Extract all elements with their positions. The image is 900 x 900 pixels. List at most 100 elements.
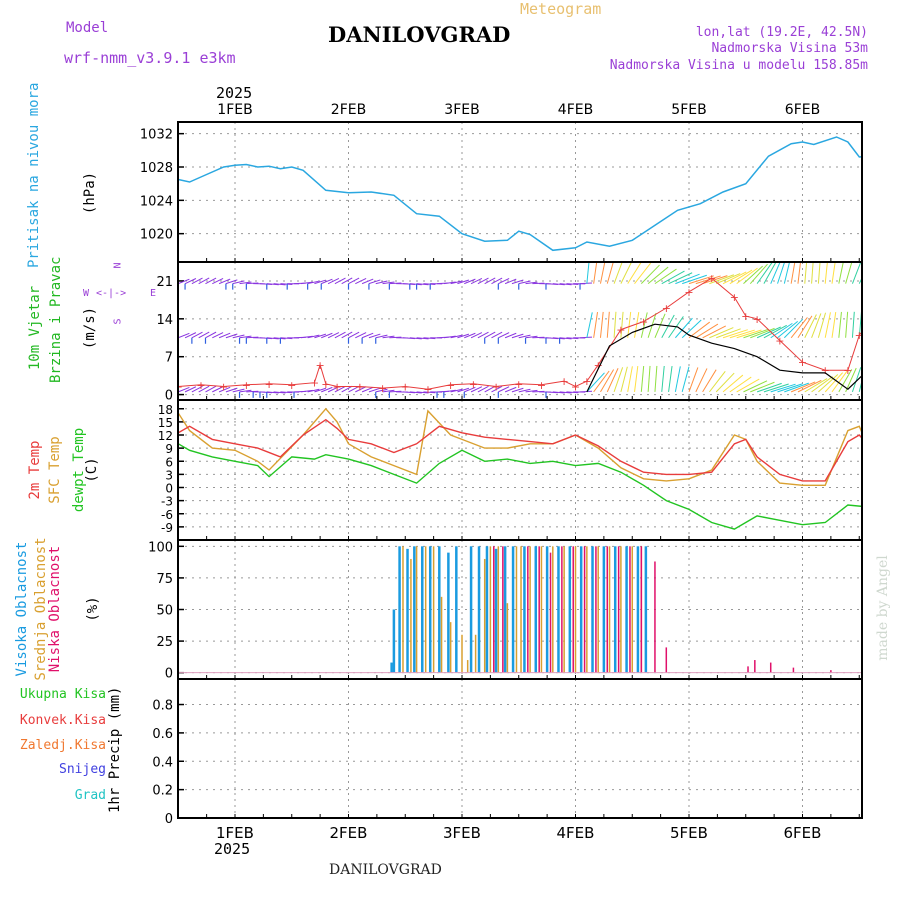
wind-barb [192,332,203,338]
wind-barb [641,312,647,337]
cloud-bar [429,546,432,672]
wind-barb [566,392,578,393]
cloud-bar [597,546,599,672]
wind-barb [205,278,216,284]
wind-speed-marker: + [616,324,625,337]
wind-barb [893,366,895,392]
wind-barb [791,317,807,337]
wind-barb [185,279,196,284]
wind-barb [335,386,346,392]
wind-barb [294,391,306,392]
wind-barb [812,313,821,337]
wind-barb [566,284,578,285]
wind-speed-marker: + [196,379,205,392]
cloud-bar [402,546,404,672]
wind-barb [580,391,592,392]
wind-barb [240,336,252,338]
wind-barb [805,258,807,284]
wind-speed-marker: + [571,380,580,393]
cloud-bar [546,546,549,672]
wind-barb [743,329,768,337]
wind-barb [389,391,401,392]
footer-location: DANILOVGRAD [329,862,442,878]
cloud-bar [398,546,401,672]
wind-barb [383,336,395,338]
wind-speed-marker: + [469,378,478,391]
wind-speed-marker: + [707,272,716,285]
cloud-bar [450,622,452,673]
wind-barb [178,279,189,283]
wind-barb [594,371,609,392]
wind-barb [818,375,837,392]
date-label-top: 3FEB [444,102,479,118]
cloud-bar [507,603,509,673]
wind-speed-marker: + [355,380,364,393]
wind-barb [893,269,900,283]
wind-barb [335,278,346,284]
wind-barb [553,338,565,339]
wind-barb [743,381,767,392]
cloud-bar [512,546,515,672]
legend-zaledj: Zaledj.Kisa [20,738,106,753]
wind-barb [825,373,842,392]
wind-barb [314,334,325,338]
wind-ytick-label: 0 [165,389,173,404]
temp-ytick-label: 6 [165,455,173,469]
wind-barb [280,284,292,285]
model-name: wrf-nmm_v3.9.1 e3km [64,49,236,67]
wind-barb [696,368,707,391]
wind-barb [784,383,808,392]
wind-barb [852,259,861,283]
wind-barb [771,384,796,392]
wind-speed-marker: + [242,379,251,392]
wind-barb [417,284,429,285]
wind-barb [383,282,395,284]
wind-barb [376,389,388,392]
wind-barb [825,258,828,284]
wind-barb [880,312,886,337]
wind-barb [587,312,592,337]
temp-frame [178,400,862,540]
wind-barb [566,338,578,339]
wind-barb [512,388,523,392]
temp-unit: (C) [84,450,100,490]
wind-barb [669,316,684,337]
wind-barb [219,279,230,284]
wind-barb [839,369,852,392]
cloud-bar [747,666,749,672]
wind-speed-marker: + [264,378,273,391]
wind-barb [199,278,210,284]
cloud-bar [645,546,648,672]
wind-barb [600,369,613,391]
wind-barb [342,278,353,284]
wind-barb [737,379,760,392]
wind-barb [519,281,531,284]
wind-barb [451,389,463,392]
wind-barb [185,387,196,392]
wind-barb [669,366,672,392]
wind-barb [308,389,320,392]
wind-barb [212,333,223,338]
wind-barb [478,386,489,392]
cloud-bar [614,546,617,672]
wind-barb [178,387,189,391]
compass-w: W [83,288,89,299]
wind-barb [274,392,286,393]
wind-barb [376,335,388,338]
cloud-bar [455,546,458,672]
watermark: made by Angel [875,555,891,661]
wind-speed-marker: + [316,359,325,372]
cloud-bar [535,546,538,672]
wind-speed-marker: + [684,286,693,299]
wind-speed-marker: + [310,377,319,390]
wind-speed-marker: + [333,380,342,393]
date-label-top: 6FEB [785,102,820,118]
compass-arrow: <-|-> [96,288,126,299]
wind-barb [403,338,415,339]
cloud-bar [467,660,469,673]
wind-speed-marker: + [560,375,569,388]
wind-barb [226,388,237,392]
wind-barb [410,392,422,393]
wind-barb [703,370,717,392]
wind-barb [505,333,516,338]
